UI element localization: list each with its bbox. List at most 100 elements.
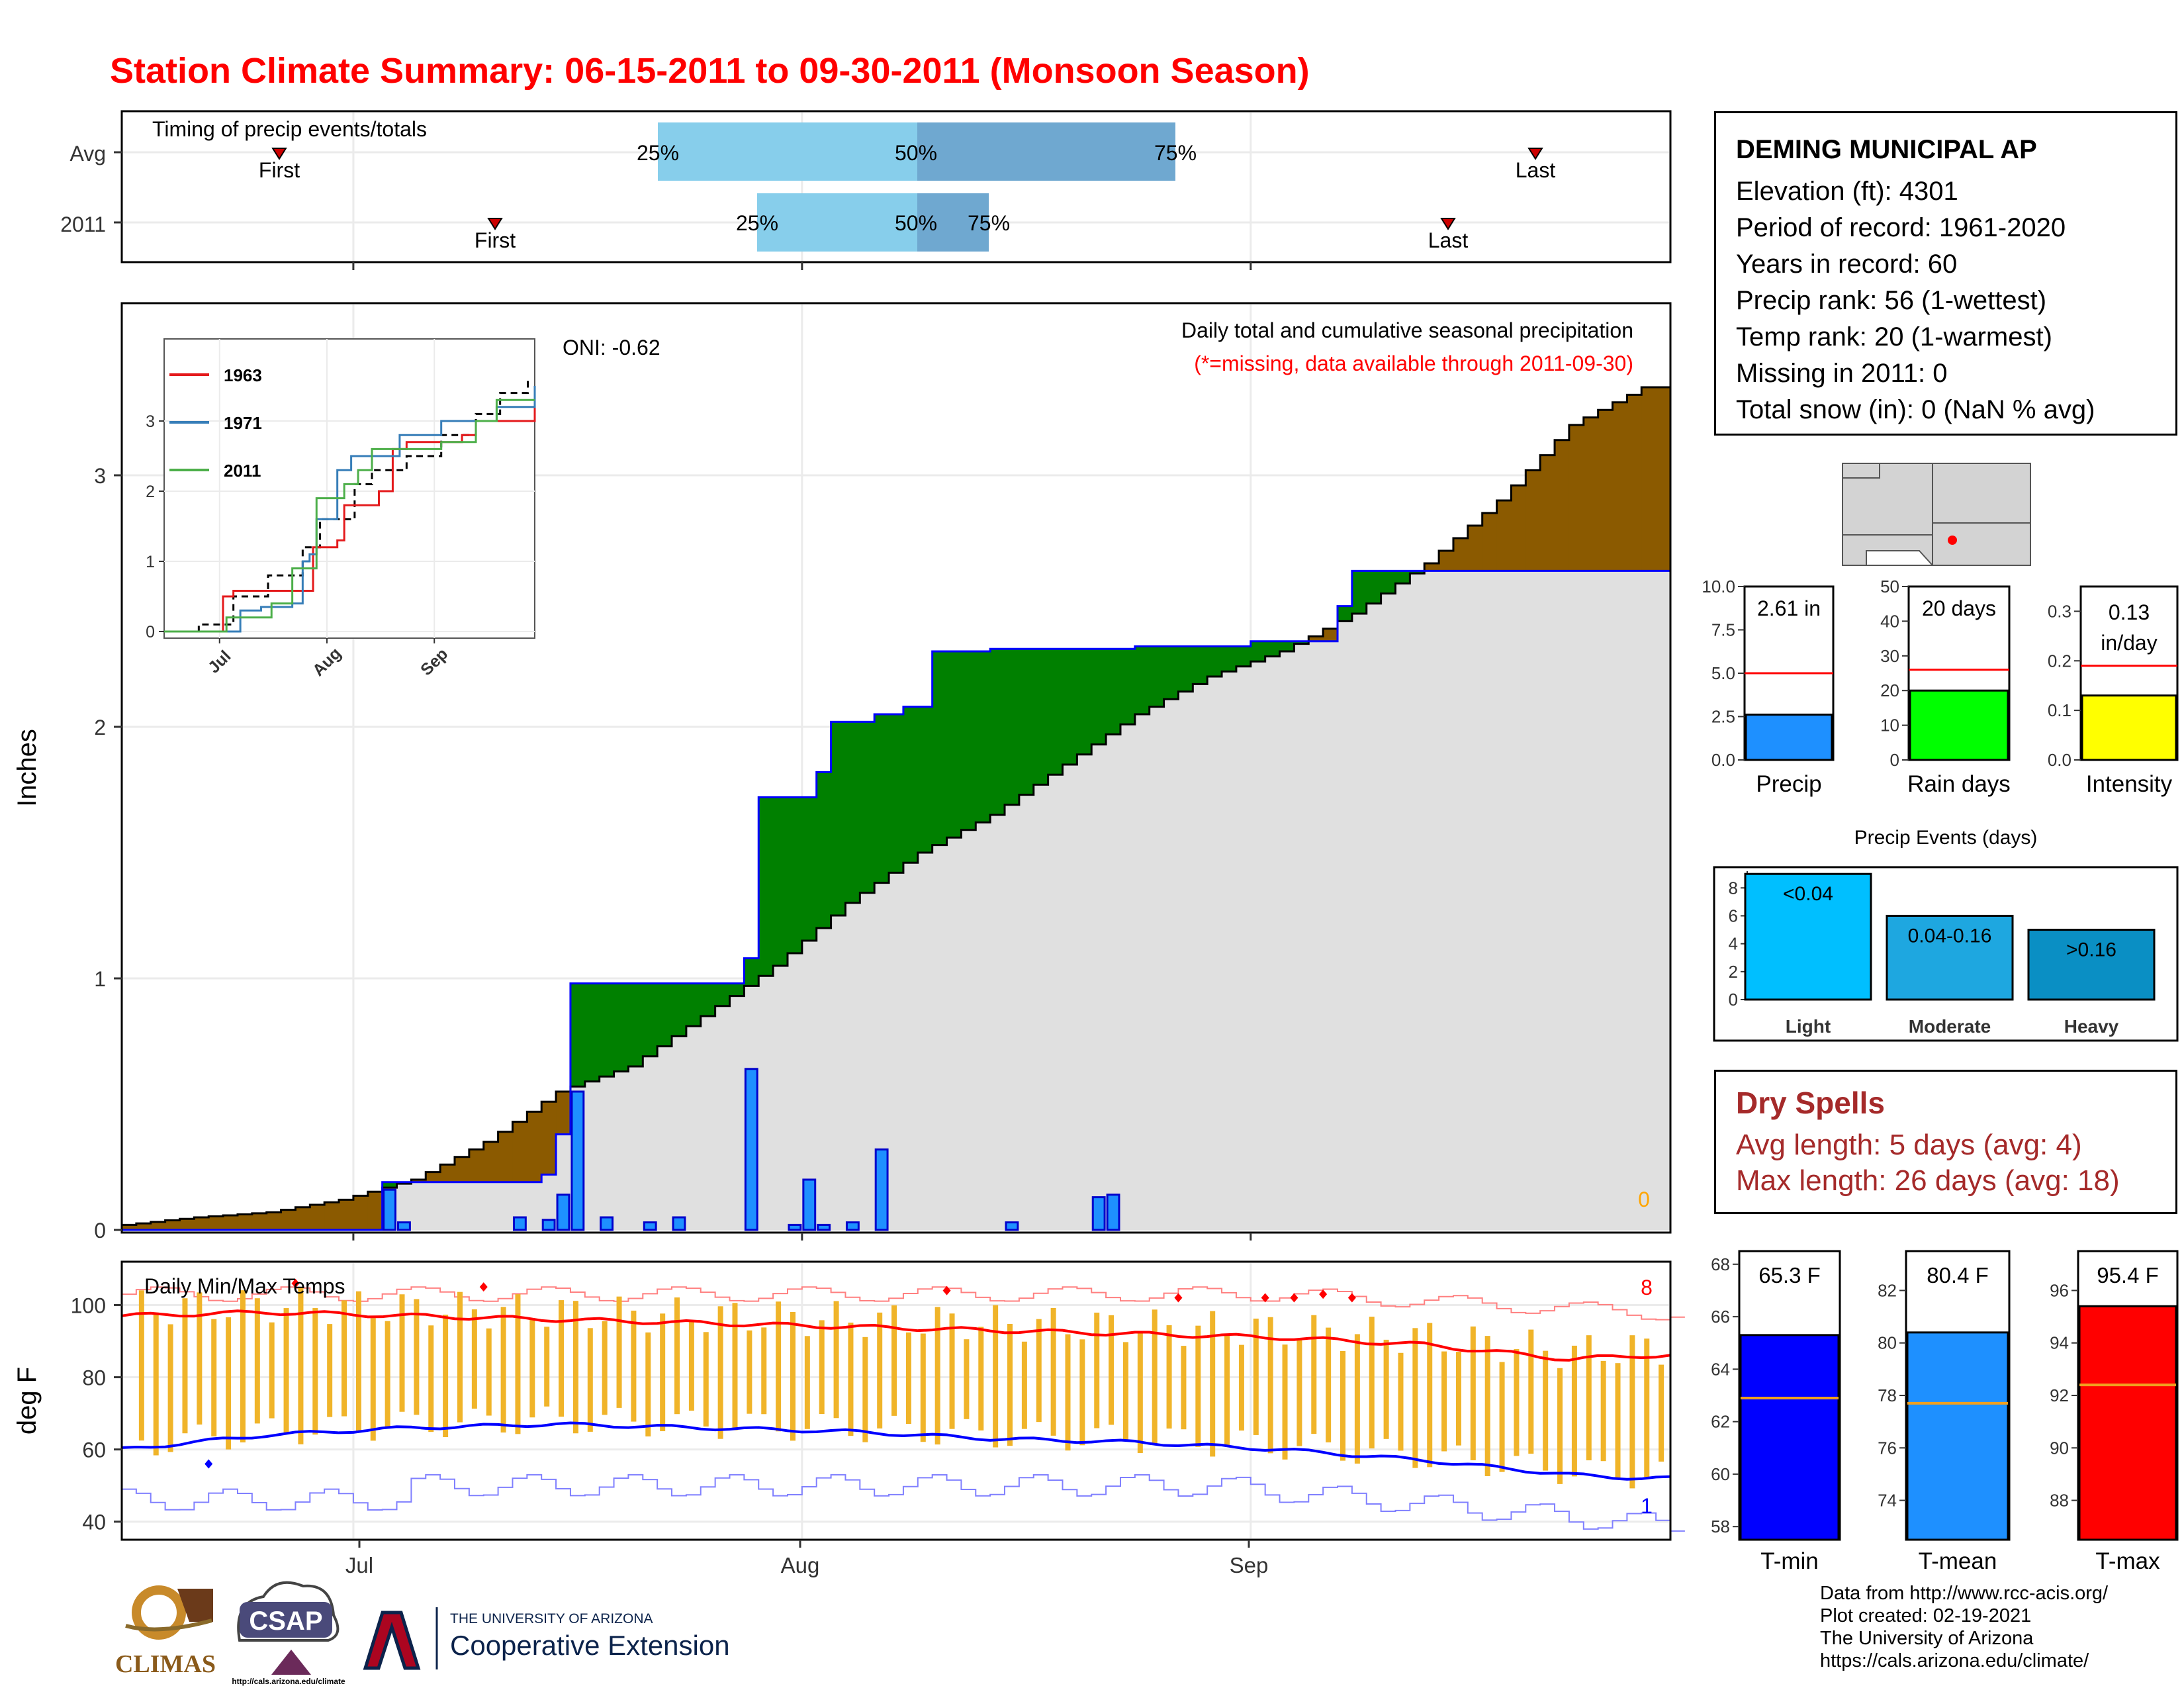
figure-title: Station Climate Summary: 06-15-2011 to 0… <box>110 51 1310 91</box>
surplus-fill-segment <box>657 983 672 1047</box>
intensity-ytick-label: 0.0 <box>2048 750 2071 770</box>
station-missing: Missing in 2011: 0 <box>1736 359 1948 388</box>
deficit-fill-segment <box>223 1215 238 1230</box>
events-category-light: Light <box>1786 1016 1831 1037</box>
temp-ytick-label-80: 80 <box>82 1366 106 1390</box>
intensity-axis-label: Intensity <box>2086 771 2173 797</box>
daily-temp-bar <box>717 1306 723 1439</box>
credit-url: https://cals.arizona.edu/climate/ <box>1820 1650 2089 1671</box>
daily-temp-bar <box>1659 1364 1664 1462</box>
timing-row-2011: 2011 <box>60 212 106 236</box>
tmin-value-label: 65.3 F <box>1758 1263 1821 1288</box>
daily-temp-bar <box>1282 1344 1288 1460</box>
surplus-fill-segment <box>1207 646 1222 677</box>
surplus-fill-segment <box>1048 649 1064 775</box>
surplus-fill-segment <box>831 722 846 915</box>
deficit-fill-segment <box>469 1149 484 1182</box>
y2011-q3-bar <box>917 193 989 252</box>
intensity-ytick-label: 0.2 <box>2048 651 2071 671</box>
rain_days-ytick-label: 0 <box>1890 750 1899 770</box>
ua-extension-label: Cooperative Extension <box>450 1630 730 1661</box>
daily-temp-bar <box>341 1300 347 1417</box>
daily-temp-bar <box>703 1332 709 1427</box>
location-map <box>1842 463 2031 566</box>
temp-frame <box>120 1260 1672 1541</box>
precip-ytick-label: 10.0 <box>1702 577 1735 596</box>
avg-q3-bar <box>917 122 1175 181</box>
dry-spells-avg: Avg length: 5 days (avg: 4) <box>1736 1129 2082 1161</box>
surplus-fill-segment <box>932 651 948 845</box>
surplus-fill-segment <box>643 983 658 1056</box>
csap-wordmark: CSAP <box>249 1607 322 1636</box>
avg-tmax-line <box>121 1309 1671 1362</box>
daily-temp-bar <box>457 1291 463 1423</box>
rain_days-axis-label: Rain days <box>1907 771 2011 797</box>
daily-temp-bar <box>674 1297 680 1415</box>
record-high-marker-0 <box>291 1278 300 1288</box>
missing-count: 0 <box>1638 1188 1650 1211</box>
daily-temp-bar <box>616 1296 622 1408</box>
surplus-fill-segment <box>801 797 817 941</box>
daily-temp-bar <box>529 1319 535 1418</box>
daily-temp-bar <box>254 1298 260 1424</box>
climas-mark-icon <box>177 1589 213 1622</box>
daily-precip-bar <box>512 1216 527 1231</box>
surplus-fill-segment <box>1410 571 1425 574</box>
daily-precip-bar <box>744 1068 758 1231</box>
record-low-line <box>122 1474 1685 1532</box>
daily-temp-bar <box>1079 1339 1085 1446</box>
intensity-value-label: 0.13 <box>2109 600 2150 624</box>
daily-precip-bar <box>845 1221 860 1231</box>
daily-temp-bar <box>848 1323 854 1436</box>
y2011-first-marker <box>487 218 503 230</box>
deficit-fill-segment <box>1308 636 1324 641</box>
surplus-fill-segment <box>1193 646 1208 684</box>
deficit-fill-segment <box>237 1214 253 1230</box>
daily-temp-bar <box>862 1336 868 1442</box>
daily-precip-bar <box>397 1221 411 1231</box>
precip-ytick-label-3: 3 <box>94 464 106 488</box>
events-outer-frame <box>1713 866 2179 1042</box>
events-bar-light <box>1744 872 1872 1001</box>
tmin-ytick-label: 66 <box>1711 1307 1730 1327</box>
precip-ytick-label-1: 1 <box>94 967 106 991</box>
precip-events-chart: Precip Events (days) 0 2 4 6 8 <0.04 Light 0.04… <box>1713 827 2179 1042</box>
daily-temp-bar <box>1065 1334 1071 1451</box>
deficit-fill-segment <box>150 1221 166 1230</box>
daily-temp-bar <box>1629 1335 1635 1489</box>
tmin-ytick-label: 58 <box>1711 1517 1730 1536</box>
daily-temp-bar <box>572 1301 578 1434</box>
inset-line-1963 <box>164 406 536 633</box>
daily-temp-bar <box>559 1300 565 1417</box>
tmean-ytick-label: 76 <box>1878 1438 1897 1458</box>
deficit-fill-segment <box>1569 425 1584 571</box>
events-ytick-label: 2 <box>1729 962 1738 982</box>
daily-temp-bar <box>1470 1326 1476 1460</box>
rain_days-ytick-label: 10 <box>1880 716 1899 735</box>
deficit-fill-segment <box>179 1219 195 1230</box>
tmin-bar <box>1739 1334 1840 1541</box>
deficit-fill-segment <box>1323 628 1338 641</box>
deficit-fill-segment <box>1511 485 1526 571</box>
csap-url: http://cals.arizona.edu/climate <box>232 1677 345 1686</box>
precip-ytick-label-0: 0 <box>94 1219 106 1243</box>
events-bar-heavy <box>2027 929 2156 1001</box>
deficit-fill-segment <box>310 1205 325 1230</box>
surplus-fill-segment <box>700 983 716 1016</box>
daily-temp-bar <box>1050 1307 1056 1436</box>
record-low-count: 1 <box>1641 1494 1653 1518</box>
map-state-borders <box>1843 463 2030 565</box>
climas-logo: CLIMAS <box>115 1585 216 1678</box>
y2011-pct75: 75% <box>968 211 1010 235</box>
daily-temp-bar <box>240 1290 246 1442</box>
deficit-fill-segment <box>1453 538 1469 571</box>
daily-temp-bar <box>443 1315 449 1438</box>
rain_days-ytick-label: 40 <box>1880 611 1899 631</box>
tmax-ytick-label: 88 <box>2050 1491 2069 1511</box>
daily-temp-bar <box>1398 1352 1404 1451</box>
precip-y-axis: 0 1 2 3 <box>94 464 1252 1243</box>
timing-title: Timing of precip events/totals <box>152 117 427 141</box>
daily-temp-bar <box>1311 1315 1317 1434</box>
